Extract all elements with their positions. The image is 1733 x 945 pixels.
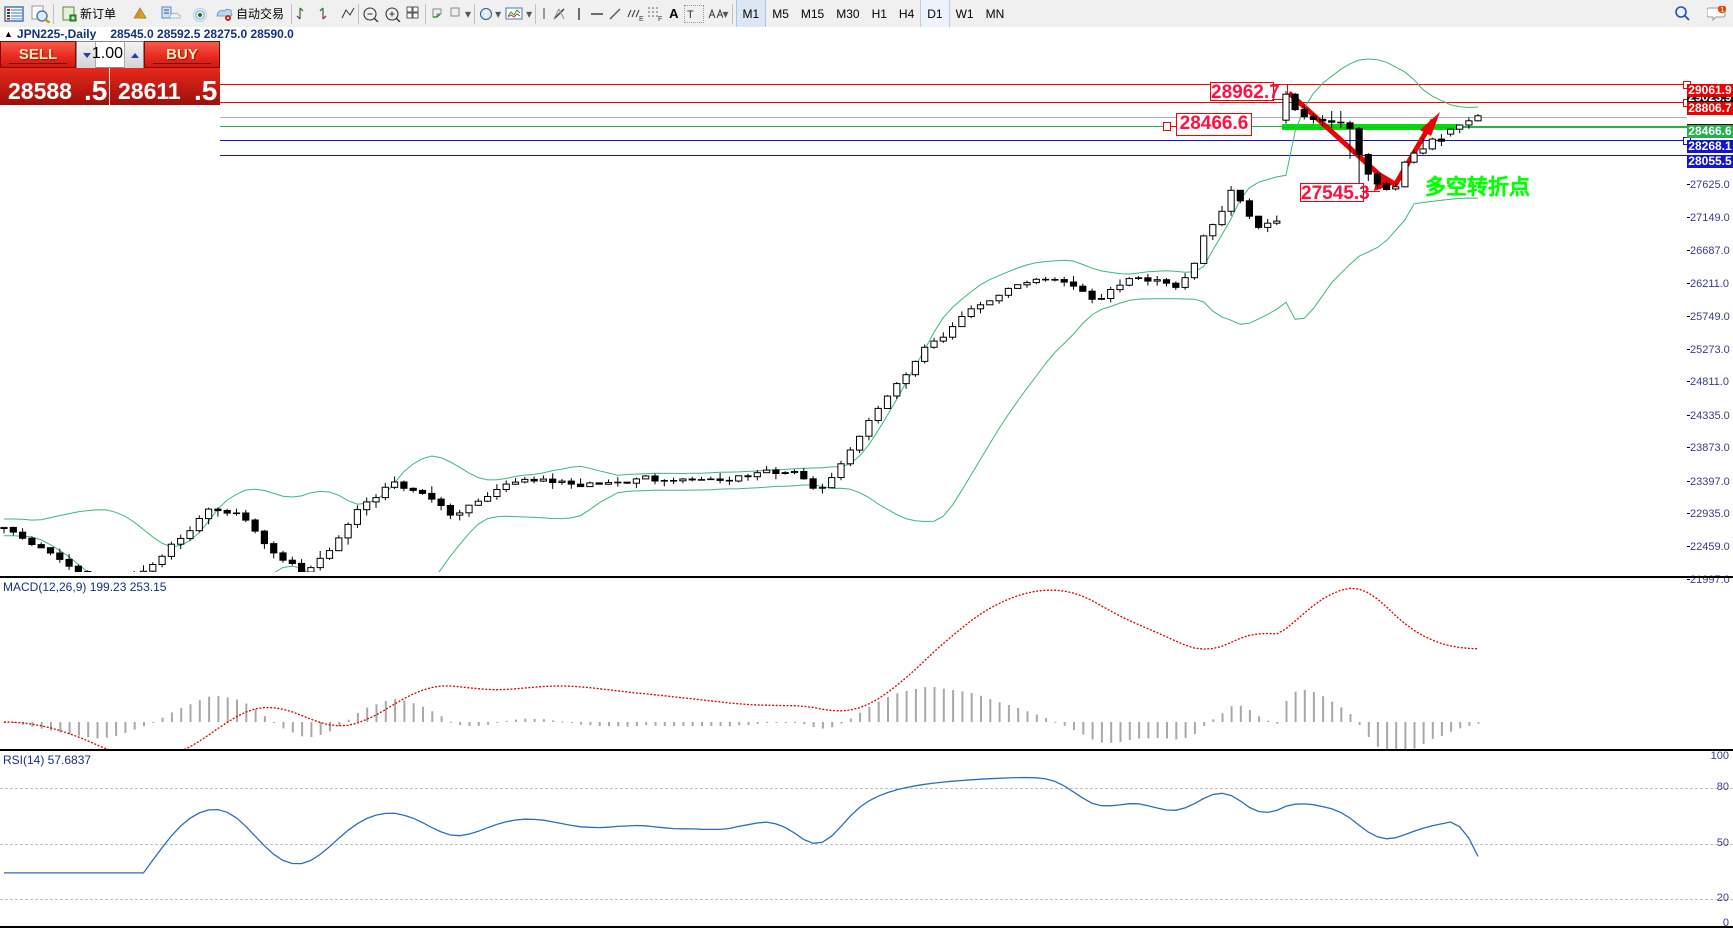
- svg-text:1: 1: [1720, 6, 1724, 13]
- svg-text:E: E: [639, 16, 644, 22]
- svg-text:T: T: [687, 9, 694, 21]
- svg-text:F: F: [658, 16, 662, 22]
